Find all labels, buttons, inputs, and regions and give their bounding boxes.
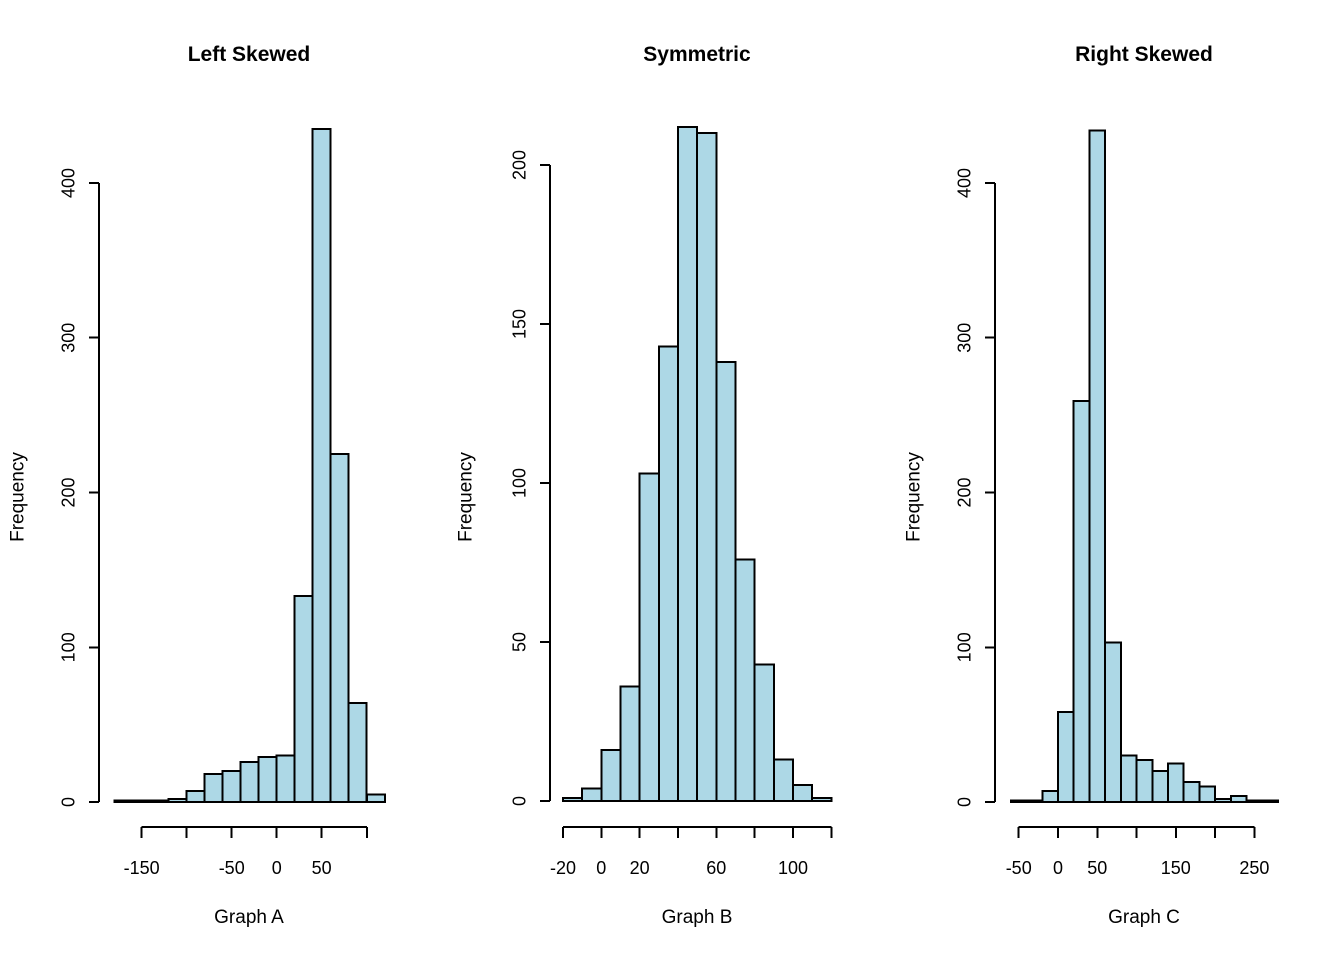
histogram-bar [715, 361, 737, 802]
histogram-bar [311, 127, 332, 804]
histogram-bar [600, 749, 622, 802]
histogram-panel-3: 0 100 200 300 400 -50 0 50 150 250 Right Skewed Gra… [904, 43, 1279, 928]
x-tick-label: -150 [124, 858, 160, 878]
histogram-bar [113, 799, 134, 803]
histogram-bar [1104, 641, 1122, 803]
histogram-bar [365, 793, 386, 803]
x-axis-title: Graph B [662, 907, 733, 928]
histogram-bar [329, 452, 350, 803]
histogram-bar [1057, 711, 1075, 804]
histogram-bar [221, 770, 242, 803]
histogram-bar [293, 595, 314, 804]
y-tick-label: 200 [58, 477, 78, 507]
histogram-bar [347, 702, 368, 803]
histogram-bar [167, 797, 188, 804]
x-tick-label: 0 [596, 858, 606, 878]
y-tick-label: 0 [954, 797, 974, 807]
x-tick-label: 60 [706, 858, 726, 878]
y-tick-label: 200 [954, 477, 974, 507]
histogram-bar [149, 799, 170, 803]
histogram-bar [657, 345, 680, 802]
x-axis-title: Graph C [1108, 907, 1180, 928]
histogram-bar [677, 125, 699, 803]
histogram-bar [203, 773, 224, 803]
y-tick-label: 200 [509, 150, 529, 180]
x-tick-label: 20 [630, 858, 650, 878]
y-tick-label: 50 [509, 632, 529, 652]
histogram-bar [1088, 129, 1107, 803]
x-tick-label: 50 [1087, 858, 1107, 878]
x-tick-label: -50 [219, 858, 245, 878]
x-tick-label: -20 [550, 858, 576, 878]
histogram-panel-2: 0 50 100 150 200 -20 0 20 60 100 Symmetric Graph B F… [456, 43, 833, 928]
y-tick-label: 100 [58, 632, 78, 662]
x-tick-label: 100 [778, 858, 808, 878]
histogram-bar [811, 796, 833, 802]
histogram-bar [1182, 780, 1201, 804]
histogram-bar [275, 754, 296, 803]
histogram-bar [696, 132, 718, 802]
chart-title: Right Skewed [1075, 43, 1213, 66]
histogram-bar [1151, 770, 1169, 803]
x-tick-label: 0 [1053, 858, 1063, 878]
y-tick-label: 300 [954, 323, 974, 353]
y-axis-title: Frequency [8, 452, 29, 542]
histogram-bar [1119, 754, 1138, 803]
y-tick-label: 150 [509, 309, 529, 339]
histogram-bar [185, 790, 206, 804]
chart-title: Symmetric [643, 43, 751, 66]
y-tick-label: 0 [58, 797, 78, 807]
x-tick-label: 0 [272, 858, 282, 878]
histogram-bar [131, 799, 152, 803]
histogram-bar [772, 758, 794, 803]
histogram-bar [1009, 799, 1028, 803]
histogram-bar [1167, 762, 1185, 803]
y-tick-label: 100 [954, 632, 974, 662]
y-axis-title: Frequency [904, 452, 925, 542]
x-tick-label: 250 [1239, 858, 1269, 878]
histogram-bar [1072, 400, 1091, 803]
histogram-bar [1245, 799, 1264, 803]
histogram-bar [753, 663, 775, 802]
x-tick-label: -50 [1006, 858, 1032, 878]
histogram-bar [239, 760, 260, 803]
histogram-bar [257, 756, 278, 803]
x-axis-title: Graph A [214, 907, 284, 928]
y-tick-label: 0 [509, 796, 529, 806]
histogram-bar [581, 787, 603, 802]
y-tick-label: 400 [954, 168, 974, 198]
histogram-bar [792, 784, 814, 802]
x-tick-label: 50 [312, 858, 332, 878]
histogram-panel-1: 0 100 200 300 400 -150 -50 0 50 Left Skewed Graph … [8, 43, 386, 928]
chart-title: Left Skewed [188, 43, 311, 66]
histogram-bar [1214, 797, 1232, 804]
histogram-bar [1135, 759, 1154, 804]
histogram-bar [1198, 785, 1217, 803]
histogram-bar [1229, 794, 1248, 803]
y-axis-title: Frequency [456, 452, 477, 542]
histogram-bar [638, 472, 660, 802]
y-tick-label: 100 [509, 468, 529, 498]
y-tick-label: 400 [58, 168, 78, 198]
x-tick-label: 150 [1161, 858, 1191, 878]
histogram-bar [734, 558, 756, 802]
histogram-bar [562, 796, 584, 802]
histogram-bar [1261, 799, 1279, 803]
histogram-bar [1025, 799, 1044, 803]
histogram-bar [1041, 790, 1060, 804]
histogram-bar [619, 685, 641, 802]
y-tick-label: 300 [58, 323, 78, 353]
